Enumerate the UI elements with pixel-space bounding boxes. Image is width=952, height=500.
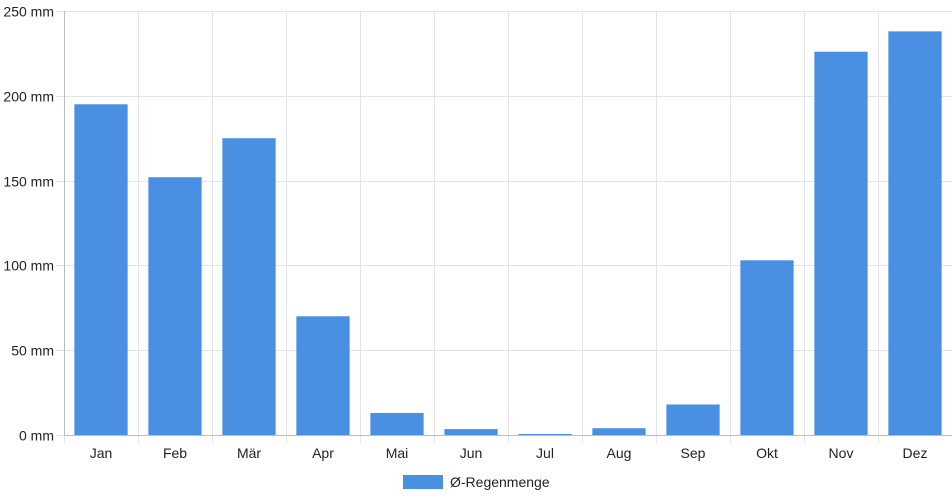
bar-Okt[interactable]: [740, 260, 794, 435]
legend-swatch[interactable]: [403, 475, 443, 489]
x-tick-label: Mär: [237, 445, 261, 461]
legend-label[interactable]: Ø-Regenmenge: [450, 474, 550, 490]
bar-Sep[interactable]: [666, 404, 720, 435]
bar-Feb[interactable]: [148, 177, 202, 435]
bars-layer: [74, 31, 942, 436]
y-tick-label: 250 mm: [3, 4, 54, 20]
x-tick-label: Aug: [607, 445, 632, 461]
x-tick-label: Feb: [163, 445, 187, 461]
bar-Apr[interactable]: [296, 316, 350, 435]
grid-layer: [56, 11, 952, 443]
y-tick-label: 150 mm: [3, 174, 54, 190]
x-tick-label: Jul: [536, 445, 554, 461]
x-tick-label: Jan: [90, 445, 113, 461]
legend[interactable]: Ø-Regenmenge: [403, 474, 550, 490]
x-tick-label: Okt: [756, 445, 778, 461]
x-tick-label: Jun: [460, 445, 483, 461]
bar-Mai[interactable]: [370, 412, 424, 435]
bar-Nov[interactable]: [814, 51, 868, 435]
x-axis-labels: Jan Feb Mär Apr Mai Jun Jul Aug Sep Okt Nov Dez: [90, 445, 928, 461]
bar-Dez[interactable]: [888, 31, 942, 436]
x-tick-label: Mai: [386, 445, 409, 461]
bar-Aug[interactable]: [592, 428, 646, 435]
y-tick-label: 0 mm: [19, 428, 54, 444]
bar-Mär[interactable]: [222, 138, 276, 435]
bar-Jun[interactable]: [444, 429, 498, 435]
y-tick-label: 200 mm: [3, 89, 54, 105]
bar-Jan[interactable]: [74, 104, 128, 435]
y-tick-label: 50 mm: [11, 343, 54, 359]
x-tick-label: Nov: [829, 445, 854, 461]
y-tick-label: 100 mm: [3, 258, 54, 274]
x-tick-label: Apr: [312, 445, 334, 461]
x-tick-label: Dez: [903, 445, 928, 461]
axis-layer: [64, 11, 952, 436]
bar-Jul[interactable]: [518, 434, 572, 435]
y-axis-labels: 0 mm 50 mm 100 mm 150 mm 200 mm 250 mm: [3, 4, 54, 444]
x-tick-label: Sep: [681, 445, 706, 461]
